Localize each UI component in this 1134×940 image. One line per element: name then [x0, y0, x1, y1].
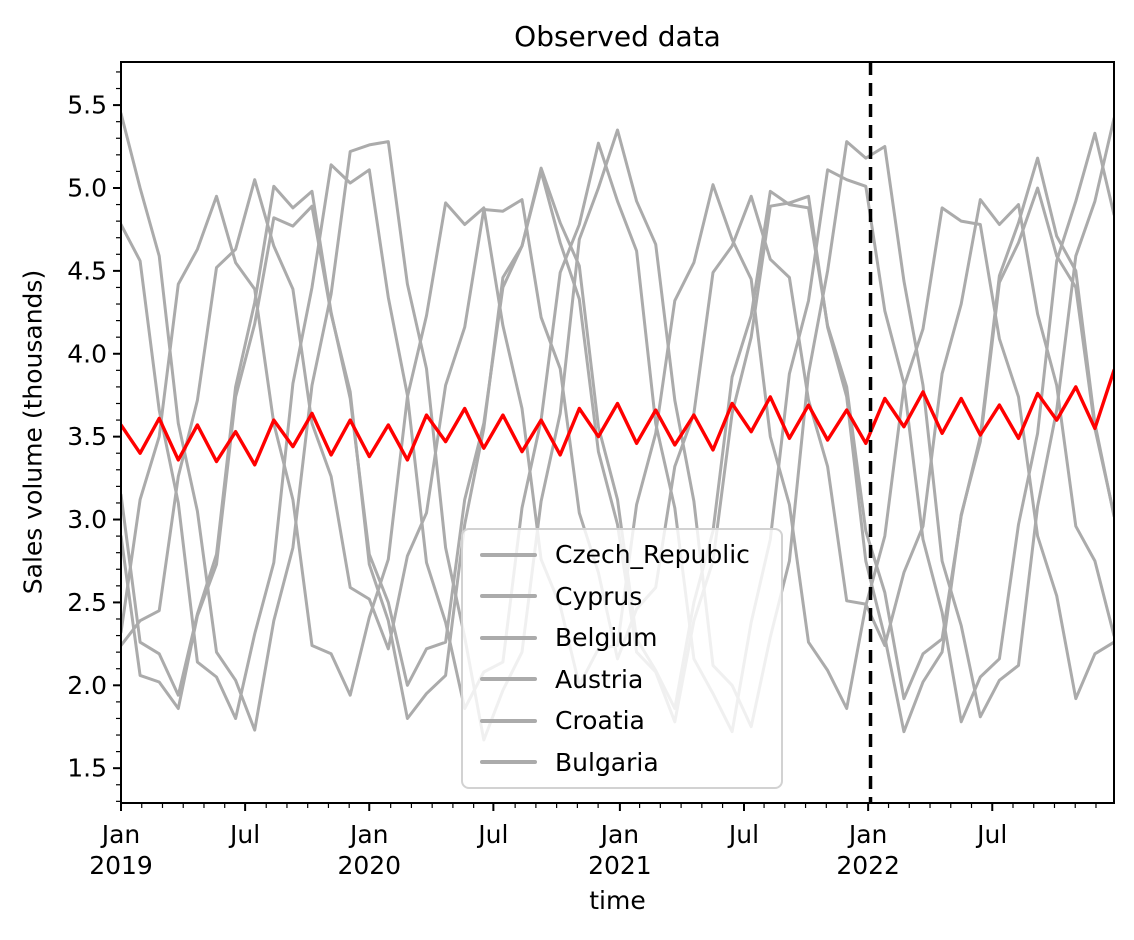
- legend-item-Croatia: Croatia: [463, 701, 781, 741]
- x-tick-year-label: 2020: [337, 851, 401, 880]
- legend-line-swatch: [480, 552, 537, 557]
- y-tick-label: 4.0: [67, 339, 107, 368]
- legend-item-Czech_Republic: Czech_Republic: [463, 535, 781, 575]
- x-tick-year-label: 2021: [588, 851, 652, 880]
- series-line-Cyprus: [121, 131, 1114, 734]
- legend-item-Belgium: Belgium: [463, 618, 781, 658]
- x-tick-year-label: 2022: [836, 851, 900, 880]
- x-tick-label: Jul: [727, 820, 759, 849]
- legend-line-swatch: [480, 635, 537, 640]
- legend-line-swatch: [480, 760, 537, 765]
- y-tick-label: 5.5: [67, 91, 107, 120]
- x-tick-label: Jan: [847, 820, 888, 849]
- y-tick-label: 4.5: [67, 256, 107, 285]
- y-tick-label: 1.5: [67, 754, 107, 783]
- legend-label: Croatia: [555, 706, 645, 736]
- series-line-Bulgaria: [121, 169, 1114, 734]
- legend: Czech_Republic Cyprus Belgium Austria Croati…: [461, 528, 783, 789]
- x-tick-label: Jan: [599, 820, 640, 849]
- y-tick-label: 5.0: [67, 173, 107, 202]
- x-tick-label: Jul: [476, 820, 508, 849]
- legend-label: Czech_Republic: [555, 540, 750, 570]
- legend-label: Bulgaria: [555, 747, 659, 777]
- legend-item-Austria: Austria: [463, 659, 781, 699]
- y-tick-label: 2.0: [67, 671, 107, 700]
- x-tick-year-label: 2019: [89, 851, 153, 880]
- legend-line-swatch: [480, 594, 537, 599]
- plot-border: [120, 61, 1115, 804]
- x-axis-label: time: [589, 886, 646, 915]
- x-tick-label: Jan: [100, 820, 141, 849]
- x-tick-label: Jul: [228, 820, 260, 849]
- x-tick-label: Jan: [348, 820, 389, 849]
- legend-item-Cyprus: Cyprus: [463, 576, 781, 616]
- chart-title: Observed data: [514, 20, 721, 53]
- legend-line-swatch: [480, 718, 537, 723]
- legend-label: Austria: [555, 664, 644, 694]
- legend-item-Bulgaria: Bulgaria: [463, 742, 781, 782]
- legend-label: Cyprus: [555, 581, 643, 611]
- legend-label: Belgium: [555, 623, 658, 653]
- x-tick-label: Jul: [975, 820, 1007, 849]
- y-tick-label: 2.5: [67, 588, 107, 617]
- legend-line-swatch: [480, 677, 537, 682]
- y-tick-label: 3.5: [67, 422, 107, 451]
- series-line-Czech_Republic: [121, 111, 1114, 742]
- y-tick-label: 3.0: [67, 505, 107, 534]
- highlighted-series-line: [121, 368, 1114, 467]
